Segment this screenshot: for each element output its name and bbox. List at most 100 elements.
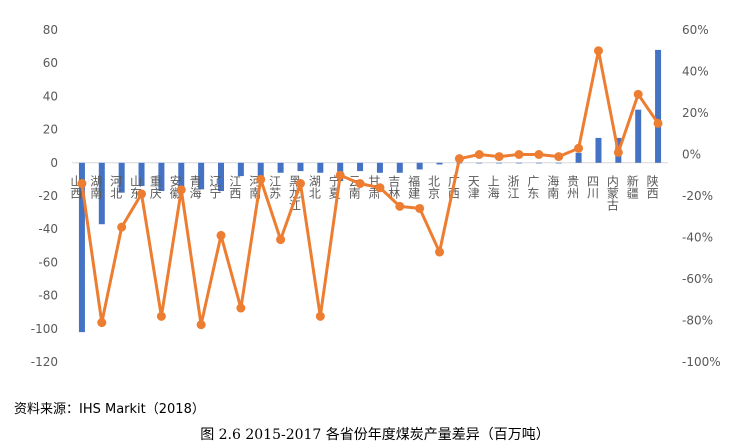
category-label: 江西	[228, 174, 242, 198]
category-label: 吉林	[387, 174, 401, 198]
line-point	[653, 118, 663, 128]
line-point	[574, 143, 584, 153]
line-point	[315, 311, 325, 321]
line-point	[415, 203, 425, 213]
line-point	[156, 311, 166, 321]
line-point	[117, 222, 127, 232]
left-axis-tick: -40	[38, 222, 58, 236]
category-label: 天津	[466, 175, 480, 199]
right-axis-tick: -20%	[682, 189, 713, 203]
chart-source: 资料来源：IHS Markit（2018）	[14, 402, 205, 417]
left-axis-tick: -20	[38, 189, 58, 203]
left-axis-tick: -120	[31, 355, 58, 369]
bar	[575, 152, 582, 163]
line-point	[97, 318, 107, 328]
category-label: 重庆	[148, 174, 162, 198]
line-point	[256, 174, 266, 184]
bar	[297, 162, 304, 172]
category-label: 四川	[585, 175, 599, 199]
left-axis-tick: 80	[43, 23, 58, 37]
bar	[198, 162, 205, 190]
category-label: 河北	[109, 174, 123, 199]
bar	[476, 162, 483, 164]
category-label: 浙江	[506, 174, 520, 198]
right-axis-tick: -100%	[682, 355, 721, 369]
bar	[436, 162, 443, 165]
right-axis-tick: -80%	[682, 314, 713, 328]
left-axis-tick: 0	[50, 156, 58, 170]
category-label: 内蒙古	[605, 174, 619, 210]
line-point	[474, 150, 484, 159]
line-point	[77, 179, 87, 189]
bar	[178, 162, 185, 193]
line-point	[534, 150, 544, 159]
bar	[655, 49, 662, 163]
bar	[317, 162, 324, 173]
category-label: 上海	[486, 174, 500, 198]
bar	[376, 162, 383, 173]
line-point	[454, 154, 464, 164]
bar	[516, 162, 522, 164]
line-point	[295, 179, 305, 189]
category-label: 青海	[188, 174, 202, 198]
category-label: 湖北	[307, 173, 321, 199]
line-point	[355, 179, 365, 189]
bar	[357, 162, 364, 172]
bar	[595, 137, 602, 163]
line-point	[276, 235, 286, 245]
bar	[78, 162, 85, 333]
right-axis-tick: 60%	[682, 23, 709, 37]
category-label: 江苏	[268, 174, 282, 198]
bar	[257, 162, 264, 183]
chart-caption: 图 2.6 2015-2017 各省份年度煤炭产量差异（百万吨）	[200, 427, 550, 443]
line-point	[335, 170, 345, 180]
category-label: 北京	[427, 174, 441, 199]
line-point	[554, 152, 564, 162]
line-point	[514, 150, 524, 159]
right-axis-tick: 20%	[682, 106, 709, 120]
left-axis-tick: -60	[38, 255, 58, 269]
bar	[237, 162, 244, 177]
category-label: 广东	[526, 174, 540, 198]
line-point	[633, 89, 643, 99]
line-point	[613, 147, 623, 157]
category-label: 新疆	[625, 173, 639, 198]
line-point	[593, 46, 603, 56]
bar	[496, 162, 503, 164]
right-axis-tick: 40%	[682, 65, 709, 79]
bar	[158, 162, 165, 192]
category-label: 贵州	[566, 174, 580, 198]
left-axis-tick: -80	[38, 289, 58, 303]
category-label: 辽宁	[208, 174, 222, 198]
bar	[138, 162, 145, 187]
line-point	[375, 183, 385, 193]
left-axis-tick: 40	[43, 89, 58, 103]
category-label: 海南	[546, 173, 560, 198]
bar	[635, 109, 642, 163]
left-axis-tick: -100	[31, 322, 58, 336]
line-point	[196, 320, 206, 330]
left-axis-tick: 60	[43, 56, 58, 70]
line-point	[236, 303, 246, 313]
right-axis-tick: -60%	[682, 272, 713, 286]
category-label: 福建	[407, 173, 421, 199]
line-point	[216, 230, 226, 240]
bar	[118, 162, 125, 193]
left-axis-tick: 20	[43, 123, 58, 137]
bar	[396, 162, 403, 173]
right-axis-tick: -40%	[682, 231, 713, 245]
right-axis-tick: 0%	[682, 148, 701, 162]
category-label: 湖南	[89, 173, 103, 198]
bar	[218, 162, 224, 192]
line-point	[176, 185, 186, 195]
line-point	[435, 247, 445, 257]
category-label: 陕西	[645, 173, 659, 198]
combo-chart: -120 -100 -80 -60 -40 -20 0 20 40 60 80 -100% -80% -6…	[31, 23, 721, 369]
bar	[416, 162, 423, 170]
bar	[555, 162, 562, 164]
line-point	[494, 152, 504, 162]
bar	[535, 162, 542, 164]
line-point	[395, 201, 405, 211]
bar	[98, 162, 105, 225]
line-point	[137, 189, 147, 199]
